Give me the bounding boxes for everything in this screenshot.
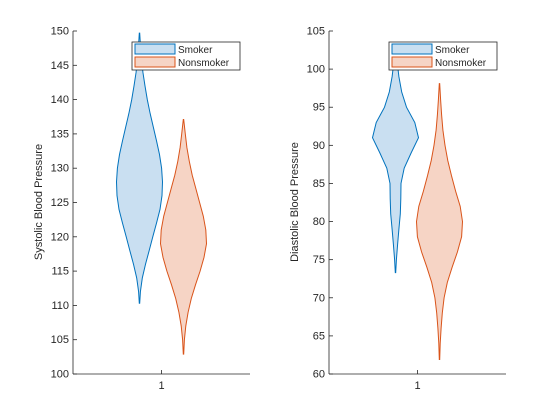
y-tick-label: 95 <box>313 102 325 114</box>
y-tick-label: 135 <box>51 128 69 140</box>
legend[interactable]: Smoker Nonsmoker <box>131 41 241 71</box>
violin-nonsmoker <box>159 119 208 355</box>
y-tick-label: 105 <box>307 26 325 38</box>
legend-label-smoker: Smoker <box>178 45 213 56</box>
legend-label-smoker: Smoker <box>435 45 470 56</box>
y-tick-label: 130 <box>51 163 69 175</box>
y-tick-label: 100 <box>307 64 325 76</box>
y-tick-label: 125 <box>51 197 69 209</box>
legend-swatch-smoker <box>391 43 433 55</box>
y-tick-label: 150 <box>51 26 69 38</box>
y-tick-label: 105 <box>51 334 69 346</box>
y-tick-label: 145 <box>51 60 69 72</box>
violin-nonsmoker <box>415 83 464 360</box>
legend-swatch-smoker <box>134 43 176 55</box>
x-tick-label: 1 <box>414 380 420 392</box>
legend-label-nonsmoker: Nonsmoker <box>178 58 230 69</box>
y-tick-label: 60 <box>313 369 325 381</box>
legend-swatch-nonsmoker <box>134 56 176 68</box>
y-tick-label: 110 <box>51 300 69 312</box>
legend[interactable]: Smoker Nonsmoker <box>388 41 498 71</box>
y-tick-label: 140 <box>51 94 69 106</box>
y-tick-label: 80 <box>313 216 325 228</box>
y-tick-label: 100 <box>51 369 69 381</box>
violin-smoker <box>115 32 164 304</box>
y-tick-label: 90 <box>313 140 325 152</box>
y-tick-label: 120 <box>51 231 69 243</box>
y-tick-label: 85 <box>313 178 325 190</box>
diastolic-violin-panel: 60 65 70 75 80 85 90 95 100 105 1 Diastolic Blood … <box>289 26 506 392</box>
x-tick-label: 1 <box>158 380 164 392</box>
y-tick-label: 115 <box>51 266 69 278</box>
y-tick-label: 65 <box>313 330 325 342</box>
legend-swatch-nonsmoker <box>391 56 433 68</box>
y-tick-label: 75 <box>313 254 325 266</box>
legend-label-nonsmoker: Nonsmoker <box>435 58 487 69</box>
systolic-violin-panel: 100 105 110 115 120 125 130 135 140 145 150 1 Systo… <box>33 26 250 392</box>
violin-smoker <box>371 49 420 274</box>
y-axis-label: Diastolic Blood Pressure <box>289 142 301 262</box>
y-axis-label: Systolic Blood Pressure <box>33 144 45 260</box>
y-tick-label: 70 <box>313 292 325 304</box>
